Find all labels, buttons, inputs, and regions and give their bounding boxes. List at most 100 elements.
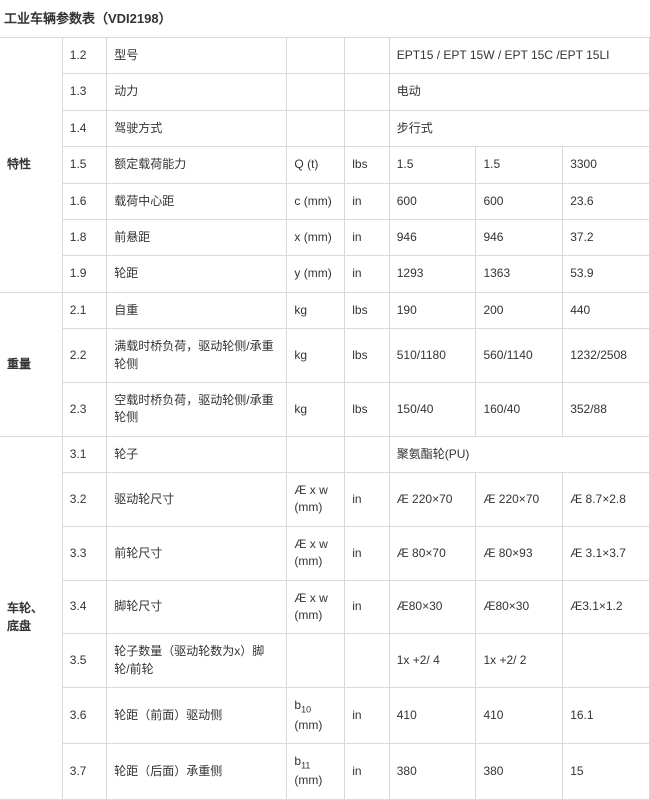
row-desc: 前轮尺寸 [107,526,287,580]
row-value-3: Æ 3.1×3.7 [563,526,650,580]
row-value-span: EPT15 / EPT 15W / EPT 15C /EPT 15LI [389,38,649,74]
row-unit [345,110,389,146]
row-desc: 驾驶方式 [107,110,287,146]
row-value-1: 380 [389,744,476,800]
row-value-3: 352/88 [563,382,650,436]
row-symbol [287,436,345,472]
row-number: 1.9 [62,256,106,292]
row-value-2: 410 [476,688,563,744]
row-desc: 脚轮尺寸 [107,580,287,634]
row-number: 2.1 [62,292,106,328]
row-desc: 载荷中心距 [107,183,287,219]
row-value-3: 1232/2508 [563,329,650,383]
row-value-1: 150/40 [389,382,476,436]
row-value-1: Æ 80×70 [389,526,476,580]
row-symbol: y (mm) [287,256,345,292]
row-desc: 轮距 [107,256,287,292]
group-label: 特性 [0,38,62,293]
table-row: 2.3空载时桥负荷，驱动轮侧/承重轮侧kglbs150/40160/40352/… [0,382,650,436]
row-unit: in [345,473,389,527]
row-value-3: 15 [563,744,650,800]
row-value-1: 190 [389,292,476,328]
row-value-1: 1293 [389,256,476,292]
row-symbol: kg [287,292,345,328]
row-symbol [287,38,345,74]
row-value-1: 1x +2/ 4 [389,634,476,688]
row-value-2: 1363 [476,256,563,292]
row-value-span: 电动 [389,74,649,110]
row-unit: in [345,688,389,744]
row-number: 1.3 [62,74,106,110]
row-symbol: b11 (mm) [287,744,345,800]
row-number: 3.5 [62,634,106,688]
row-symbol [287,110,345,146]
row-value-1: Æ 220×70 [389,473,476,527]
row-number: 1.6 [62,183,106,219]
row-symbol: x (mm) [287,219,345,255]
row-value-2: 1.5 [476,147,563,183]
row-number: 3.6 [62,688,106,744]
row-symbol: kg [287,329,345,383]
row-unit: lbs [345,147,389,183]
row-number: 2.3 [62,382,106,436]
row-unit: in [345,526,389,580]
row-unit: lbs [345,382,389,436]
row-desc: 轮子数量（驱动轮数为x）脚轮/前轮 [107,634,287,688]
row-value-1: 410 [389,688,476,744]
row-desc: 型号 [107,38,287,74]
table-row: 1.9轮距y (mm)in1293136353.9 [0,256,650,292]
row-unit [345,38,389,74]
row-symbol [287,634,345,688]
table-title: 工业车辆参数表（VDI2198） [0,0,650,37]
row-symbol: Æ x w (mm) [287,526,345,580]
spec-table: 特性1.2型号 EPT15 / EPT 15W / EPT 15C /EPT 15… [0,37,650,800]
row-desc: 空载时桥负荷，驱动轮侧/承重轮侧 [107,382,287,436]
table-row: 3.2驱动轮尺寸Æ x w (mm)inÆ 220×70Æ 220×70Æ 8.… [0,473,650,527]
row-value-3 [563,634,650,688]
table-row: 2.2满载时桥负荷，驱动轮侧/承重轮侧kglbs510/1180560/1140… [0,329,650,383]
row-value-2: 560/1140 [476,329,563,383]
row-value-span: 聚氨酯轮(PU) [389,436,649,472]
row-value-2: 380 [476,744,563,800]
row-unit: in [345,256,389,292]
row-value-3: 440 [563,292,650,328]
table-row: 1.6载荷中心距c (mm)in60060023.6 [0,183,650,219]
row-value-1: Æ80×30 [389,580,476,634]
row-value-3: 16.1 [563,688,650,744]
row-value-3: 23.6 [563,183,650,219]
group-label: 重量 [0,292,62,436]
row-unit [345,436,389,472]
row-number: 2.2 [62,329,106,383]
row-desc: 动力 [107,74,287,110]
row-desc: 前悬距 [107,219,287,255]
row-desc: 额定载荷能力 [107,147,287,183]
row-number: 3.2 [62,473,106,527]
row-desc: 满载时桥负荷，驱动轮侧/承重轮侧 [107,329,287,383]
row-number: 1.8 [62,219,106,255]
row-value-3: 3300 [563,147,650,183]
row-number: 1.4 [62,110,106,146]
table-row: 特性1.2型号EPT15 / EPT 15W / EPT 15C /EPT 15… [0,38,650,74]
table-row: 1.3动力 电动 [0,74,650,110]
row-value-2: Æ 80×93 [476,526,563,580]
row-number: 1.2 [62,38,106,74]
table-row: 3.7轮距（后面）承重侧b11 (mm)in38038015 [0,744,650,800]
table-row: 车轮、底盘3.1轮子聚氨酯轮(PU) [0,436,650,472]
row-desc: 驱动轮尺寸 [107,473,287,527]
row-number: 1.5 [62,147,106,183]
row-unit: lbs [345,292,389,328]
row-value-span: 步行式 [389,110,649,146]
row-unit: in [345,744,389,800]
row-number: 3.3 [62,526,106,580]
row-value-1: 1.5 [389,147,476,183]
row-desc: 轮距（后面）承重侧 [107,744,287,800]
table-row: 1.4驾驶方式 步行式 [0,110,650,146]
row-value-2: 200 [476,292,563,328]
row-symbol: b10 (mm) [287,688,345,744]
row-unit [345,634,389,688]
row-value-3: Æ3.1×1.2 [563,580,650,634]
row-desc: 自重 [107,292,287,328]
row-symbol: kg [287,382,345,436]
table-row: 3.6轮距（前面）驱动侧b10 (mm)in41041016.1 [0,688,650,744]
row-value-2: 1x +2/ 2 [476,634,563,688]
